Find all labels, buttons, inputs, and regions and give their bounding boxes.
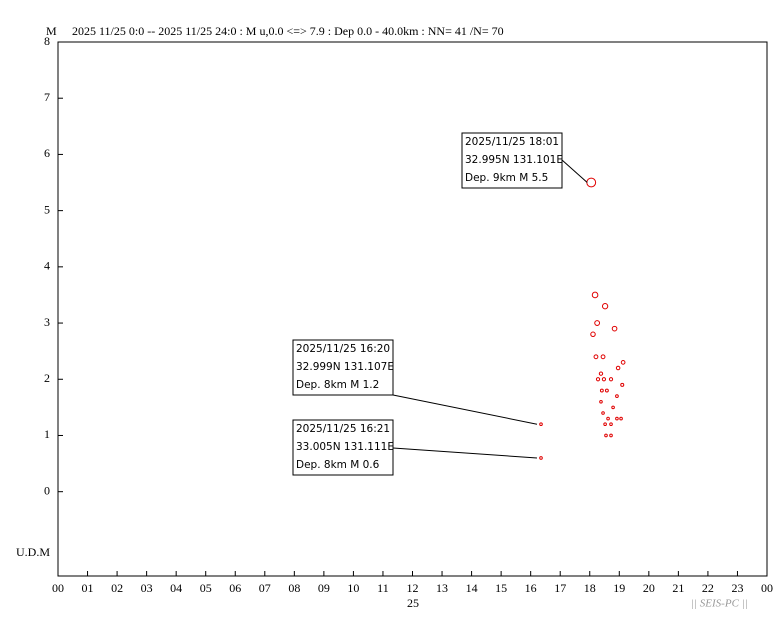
footer: || SEIS-PC || (691, 598, 748, 610)
quake-point (619, 416, 623, 421)
callout: 2025/11/25 18:01 32.995N 131.101E Dep. 9km… (461, 132, 588, 189)
x-tick-label: 22 (702, 581, 714, 595)
x-tick-label: 00 (52, 581, 64, 595)
x-tick-label: 19 (613, 581, 625, 595)
y-tick-label: 1 (44, 427, 50, 441)
x-tick-label: 08 (288, 581, 300, 595)
day-label: 25 (407, 596, 419, 610)
x-tick-label: 09 (318, 581, 330, 595)
x-tick-label: 13 (436, 581, 448, 595)
quake-point (609, 433, 613, 438)
quake-point (608, 377, 614, 382)
quake-point (539, 422, 543, 427)
x-tick-label: 00 (761, 581, 773, 595)
quake-point (590, 331, 596, 338)
x-tick-label: 16 (525, 581, 537, 595)
x-tick-label: 03 (141, 581, 153, 595)
quake-point (595, 377, 601, 382)
quake-point (599, 388, 604, 393)
quake-point (593, 354, 599, 360)
callout-box (292, 419, 394, 476)
x-tick-label: 06 (229, 581, 241, 595)
x-tick-label: 12 (407, 581, 419, 595)
chart-title: 2025 11/25 0:0 -- 2025 11/25 24:0 : M u,… (72, 24, 504, 38)
y-tick-label: 2 (44, 371, 50, 385)
quake-point (601, 377, 607, 382)
x-tick-label: 23 (731, 581, 743, 595)
x-tick-label: 07 (259, 581, 271, 595)
callout-leader (392, 394, 538, 425)
quake-point (609, 422, 613, 427)
quake-point (601, 303, 609, 310)
quake-point (615, 394, 619, 398)
quake-point (599, 399, 603, 404)
callout-text: Dep. 8km M 0.6 (296, 459, 380, 471)
quake-point (601, 411, 605, 415)
callout-box (461, 132, 563, 189)
x-tick-label: 15 (495, 581, 507, 595)
x-tick-label: 21 (672, 581, 684, 595)
callout-leader (561, 159, 588, 183)
y-tick-label: 4 (44, 259, 50, 273)
callout: 2025/11/25 16:21 33.005N 131.111E Dep. 8km… (292, 419, 538, 476)
y-tick-label: 3 (44, 315, 50, 329)
lower-label: U.D.M (16, 545, 50, 559)
callout-text: 32.995N 131.101E (465, 154, 563, 166)
x-tick-label: 01 (82, 581, 94, 595)
quake-point (603, 422, 607, 427)
callout-text: 32.999N 131.107E (296, 361, 394, 373)
y-tick-label: 5 (44, 202, 50, 216)
callout-text: 33.005N 131.111E (296, 441, 394, 453)
x-tick-label: 14 (466, 581, 478, 595)
quake-point (620, 382, 625, 387)
y-tick-label: 0 (44, 483, 50, 497)
x-tick-label: 18 (584, 581, 596, 595)
quake-point (591, 291, 599, 299)
quake-point (615, 365, 621, 371)
x-tick-label: 17 (554, 581, 566, 595)
y-axis-label: M (46, 24, 57, 38)
plot-frame (57, 41, 768, 577)
y-tick-label: 8 (44, 34, 50, 48)
callout-text: Dep. 9km M 5.5 (465, 172, 548, 184)
callout-text: 2025/11/25 16:21 (296, 423, 390, 435)
x-tick-label: 10 (347, 581, 359, 595)
callout-leader (392, 447, 538, 459)
quake-point (615, 416, 619, 421)
y-tick-label: 7 (44, 90, 50, 104)
quake-point (604, 388, 609, 393)
quake-point (600, 354, 606, 360)
callout-text: 2025/11/25 18:01 (465, 136, 559, 148)
y-tick-label: 6 (44, 146, 50, 160)
quake-point (539, 456, 543, 460)
callout-text: Dep. 8km M 1.2 (296, 379, 379, 391)
x-tick-label: 05 (200, 581, 212, 595)
x-tick-label: 04 (170, 581, 182, 595)
quake-point (594, 320, 601, 326)
quake-point (611, 405, 615, 410)
quake-point (606, 416, 610, 421)
callout: 2025/11/25 16:20 32.999N 131.107E Dep. 8km… (292, 339, 538, 425)
x-tick-label: 11 (377, 581, 389, 595)
callout-text: 2025/11/25 16:20 (296, 343, 390, 355)
x-tick-label: 20 (643, 581, 655, 595)
quake-point (611, 325, 618, 332)
quake-point (586, 177, 597, 188)
quake-point (598, 371, 604, 376)
quake-point (604, 433, 608, 438)
quake-point (620, 360, 626, 365)
x-tick-label: 02 (111, 581, 123, 595)
callout-box (292, 339, 394, 396)
